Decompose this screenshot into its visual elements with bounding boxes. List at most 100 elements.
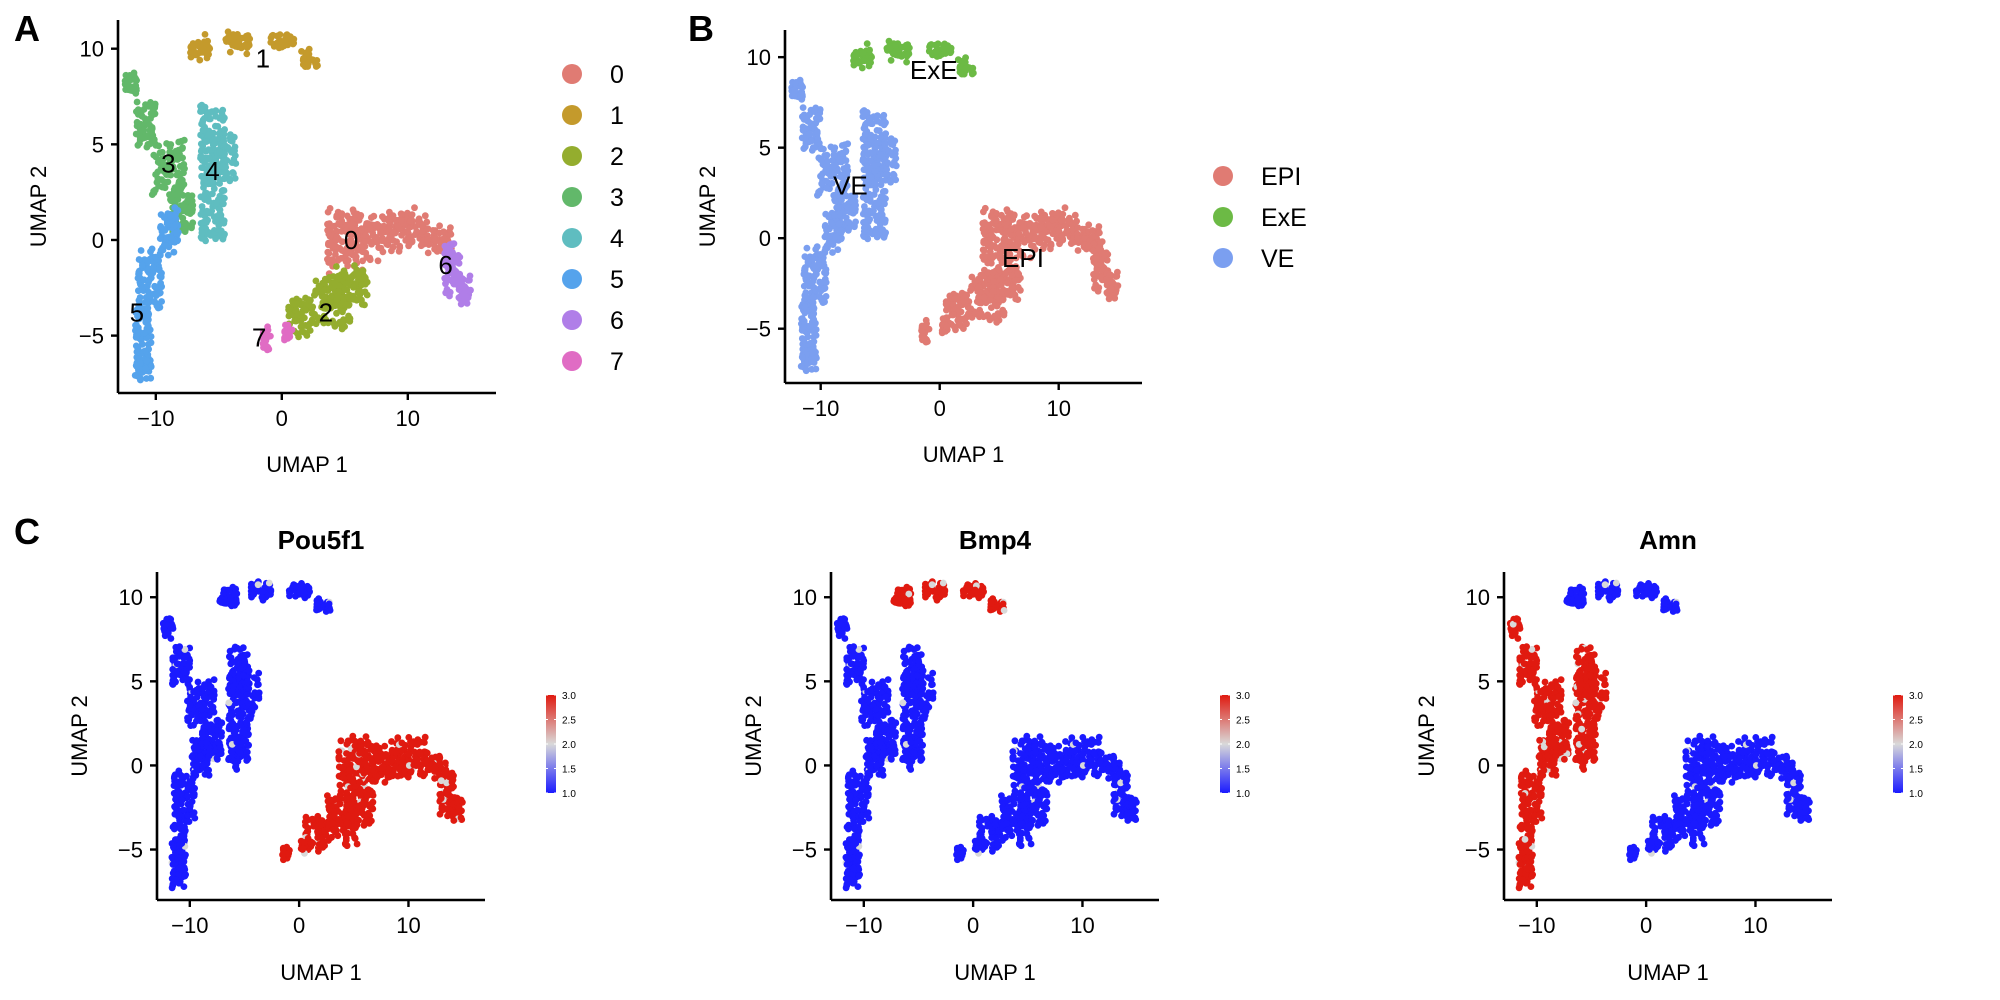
cell-point [394, 772, 402, 780]
cell-point [361, 812, 368, 819]
legend-swatch [562, 310, 582, 330]
cell-point [349, 220, 357, 228]
cell-point [178, 779, 186, 787]
cell-point [329, 317, 337, 325]
cell-point [865, 141, 872, 149]
cell-point [169, 680, 176, 687]
cell-point [172, 229, 180, 237]
cell-point [165, 154, 172, 162]
cell-point [198, 229, 206, 237]
cell-point [977, 310, 985, 317]
cell-point [419, 228, 426, 235]
cell-point [988, 231, 995, 239]
cell-point [159, 183, 166, 191]
cell-point [868, 149, 875, 157]
cell-point [866, 46, 873, 54]
cell-point [803, 307, 810, 315]
cell-point [866, 115, 873, 123]
cell-point [440, 235, 448, 242]
cell-point [265, 579, 273, 587]
cell-point [993, 216, 1000, 224]
y-tick-label: −5 [746, 317, 771, 342]
cell-point [838, 149, 846, 157]
cell-point [993, 302, 1001, 310]
cell-point [963, 320, 970, 328]
cell-point [1023, 212, 1030, 220]
cell-point [307, 296, 314, 304]
cell-point [292, 306, 300, 314]
cell-point [1038, 231, 1045, 239]
cell-point [809, 305, 817, 313]
cell-point [872, 212, 880, 220]
cell-point [361, 820, 368, 827]
cell-point [989, 269, 997, 276]
cell-point [925, 47, 933, 55]
cell-point [863, 40, 871, 47]
cell-point [447, 231, 455, 238]
cell-point [184, 714, 191, 722]
cell-point [218, 719, 226, 727]
cell-point [331, 302, 339, 310]
cell-point [191, 51, 198, 59]
cell-point [234, 691, 242, 698]
cell-point [990, 252, 997, 260]
cell-point [357, 213, 364, 221]
cell-point [174, 836, 182, 843]
cell-point [933, 42, 940, 50]
cell-point [835, 220, 843, 228]
cell-point [344, 794, 352, 802]
cell-point [132, 333, 140, 341]
cell-point [184, 197, 192, 204]
cell-point [210, 676, 218, 684]
legend-label: EPI [1261, 163, 1301, 191]
cell-point [882, 171, 890, 179]
cell-point [170, 843, 177, 851]
cell-point [395, 247, 403, 255]
cell-point [1037, 215, 1045, 223]
cell-point [220, 589, 227, 597]
cell-point [157, 247, 165, 254]
cell-point [274, 33, 282, 40]
cell-point [367, 225, 374, 233]
cell-point [918, 332, 926, 340]
cell-point [137, 120, 144, 128]
cell-point [135, 268, 143, 276]
cell-point [379, 213, 386, 221]
x-tick-label: −10 [802, 396, 839, 421]
cell-point [319, 288, 327, 295]
cell-point [791, 86, 798, 94]
cell-point [334, 292, 342, 300]
cell-point [207, 683, 215, 691]
cell-point [314, 599, 321, 607]
cell-point [349, 215, 357, 223]
cell-point [343, 280, 350, 287]
cell-point [162, 242, 170, 249]
cell-point [370, 763, 378, 771]
legend-swatch [562, 269, 582, 289]
cell-point [333, 233, 341, 241]
cell-point [320, 304, 328, 312]
cell-point [845, 219, 853, 226]
cell-point [349, 230, 356, 238]
cell-point [212, 235, 220, 243]
celltype-label: ExE [910, 55, 958, 85]
cell-point [354, 226, 362, 234]
cell-point [240, 726, 248, 734]
cell-point [171, 221, 179, 229]
cell-point [951, 295, 959, 302]
cell-point [879, 113, 887, 121]
cell-point [344, 812, 352, 820]
cell-point [359, 267, 367, 275]
cell-point [149, 264, 157, 271]
cell-point [851, 223, 858, 231]
cell-point [410, 761, 418, 769]
cell-point [234, 43, 242, 51]
cell-point [877, 151, 885, 159]
cell-point [189, 736, 197, 744]
cell-point [317, 821, 325, 829]
cell-point [337, 737, 345, 745]
legend-label: 3 [610, 184, 624, 212]
cell-point [352, 269, 360, 277]
